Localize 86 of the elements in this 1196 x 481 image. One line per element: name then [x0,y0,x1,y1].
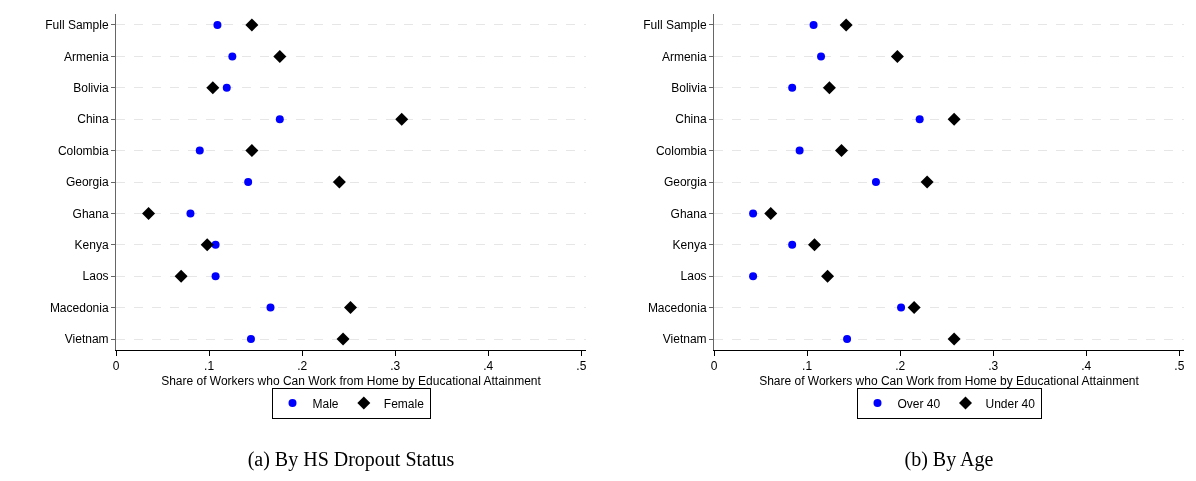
y-tick-label: Colombia [655,143,707,158]
point [897,303,906,312]
point [920,175,934,189]
point [186,209,195,218]
y-tick-label: Laos [680,269,707,284]
x-tick-label: 0 [112,359,120,374]
point [336,332,350,346]
point [344,301,358,315]
point [764,206,778,220]
y-tick-label: Armenia [63,49,109,64]
x-axis-title: Share of Workers who Can Work from Home by Educational Attainment [759,374,1140,389]
point [821,269,835,283]
point [244,178,253,186]
point [749,209,758,218]
x-tick-label: .3 [988,359,999,374]
point [174,269,188,283]
y-tick-label: Vietnam [64,332,109,347]
point [822,81,836,95]
y-tick-label: Bolivia [671,80,707,95]
y-tick-label: Full Sample [643,18,707,33]
point [843,335,852,344]
y-tick-label: Bolivia [73,80,109,95]
point [817,52,826,61]
y-tick-label: Georgia [663,175,707,190]
y-tick-label: Colombia [57,143,109,158]
y-tick-label: Vietnam [662,332,707,347]
point [213,20,222,29]
x-tick-label: .5 [1174,359,1185,374]
x-tick-label: .4 [1081,359,1092,374]
point [228,52,237,61]
y-tick-label: China [77,112,109,127]
x-tick-label: .1 [204,359,215,374]
point [839,18,853,32]
point [809,20,818,29]
point [200,238,214,252]
x-tick-label: .2 [895,359,906,374]
text: (b) By Age [904,448,994,472]
legend-label: Female [383,396,425,411]
point [890,49,904,63]
legend-label: Over 40 [897,396,941,411]
y-tick-label: Full Sample [45,18,109,33]
point [915,115,924,124]
point [835,144,848,158]
point [788,83,797,92]
legend-label: Male [312,396,339,411]
point [206,81,220,95]
point [142,206,156,220]
point [246,335,255,344]
point [245,18,259,32]
x-tick-label: .3 [390,359,401,374]
legend-label: Under 40 [985,396,1036,411]
point [273,49,287,63]
x-tick-label: .2 [297,359,308,374]
point [275,115,284,124]
text: (a) By HS Dropout Status [247,448,455,472]
point [788,240,797,249]
point [947,112,961,126]
x-tick-label: .1 [802,359,813,374]
point [211,272,220,281]
x-tick-label: .5 [576,359,587,374]
y-tick-label: Ghana [72,206,109,221]
y-tick-label: Laos [82,269,109,284]
y-tick-label: Armenia [661,49,707,64]
x-axis-title: Share of Workers who Can Work from Home by Educational Attainment [161,374,542,389]
point [947,332,961,346]
point [808,238,822,252]
point [222,83,231,92]
y-tick-label: China [675,112,707,127]
point [211,240,220,249]
point [195,146,204,155]
y-tick-label: Ghana [670,206,707,221]
x-tick-label: 0 [710,359,718,374]
point [332,175,346,189]
y-tick-label: Kenya [74,238,109,252]
point [395,112,409,126]
y-tick-label: Kenya [672,238,707,252]
point [907,301,921,315]
y-tick-label: Macedonia [49,300,109,315]
point [795,146,804,155]
x-tick-label: .4 [483,359,494,374]
point [871,178,880,186]
y-tick-label: Macedonia [647,300,707,315]
point [749,272,758,281]
y-tick-label: Georgia [65,175,109,190]
point [266,303,275,312]
point [245,144,259,158]
